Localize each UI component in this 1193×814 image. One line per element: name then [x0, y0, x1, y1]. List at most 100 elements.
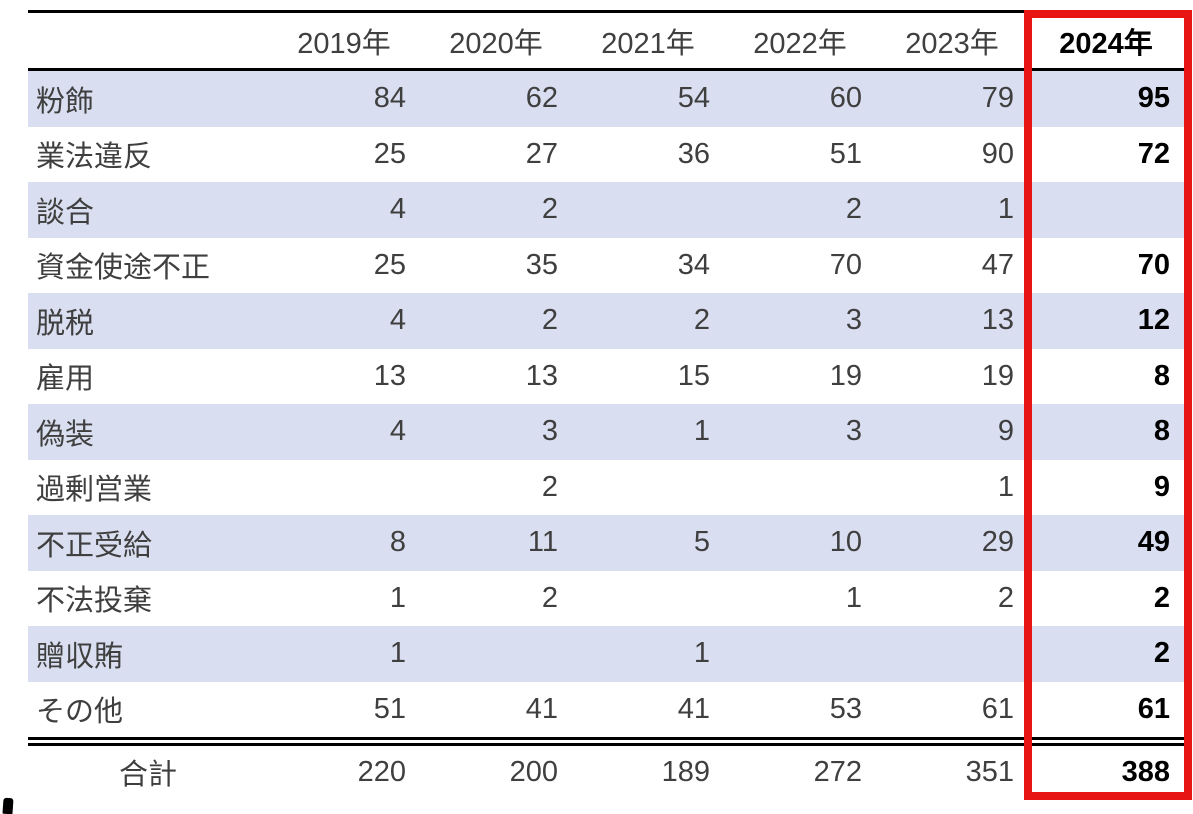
value-cell: 4 [268, 404, 420, 460]
value-cell [572, 460, 724, 516]
value-cell: 62 [420, 69, 572, 127]
year-header: 2019年 [268, 10, 420, 71]
row-label: 業法違反 [36, 141, 153, 174]
table-row: 雇用 13 13 15 19 19 8 [28, 349, 1184, 405]
corner-cell [28, 10, 268, 71]
table-row: 不法投棄 1 2 1 2 2 [28, 571, 1184, 627]
value-cell: 53 [829, 692, 862, 725]
table-row: 資金使途不正 25 35 34 70 47 70 [28, 238, 1184, 294]
value-cell: 72 [1137, 137, 1170, 170]
value-cell: 2 [724, 182, 876, 238]
value-cell: 11 [420, 515, 572, 571]
value-cell: 25 [373, 137, 406, 170]
value-cell: 1 [997, 470, 1014, 503]
value-cell: 60 [724, 69, 876, 127]
value-cell: 388 [1028, 737, 1184, 798]
value-cell: 12 [1028, 293, 1184, 349]
value-cell: 2 [1153, 581, 1170, 614]
row-label: 資金使途不正 [36, 252, 211, 285]
value-cell: 1 [389, 581, 406, 614]
value-cell: 189 [572, 737, 724, 798]
value-cell: 2 [420, 182, 572, 238]
value-cell: 61 [1137, 692, 1170, 725]
value-cell [572, 571, 724, 627]
table-row: その他 51 41 41 53 61 61 [28, 682, 1184, 742]
value-cell: 2 [1028, 626, 1184, 682]
value-cell: 1 [572, 404, 724, 460]
value-cell: 1 [876, 182, 1028, 238]
value-cell [876, 626, 1028, 682]
row-label: 偽装 [28, 404, 268, 460]
value-cell [268, 460, 420, 516]
table-body: 粉飾 84 62 54 60 79 95 業法違反 25 27 36 51 90 72 談合 4 2 2 1 資金使途… [28, 69, 1184, 798]
value-cell: 9 [876, 404, 1028, 460]
row-label: その他 [36, 696, 124, 729]
value-cell: 9 [1153, 470, 1170, 503]
fraud-by-year-table: 2019年 2020年 2021年 2022年 2023年 2024年 粉飾 84 62 54 6… [28, 10, 1184, 798]
value-cell: 27 [525, 137, 558, 170]
value-cell: 8 [268, 515, 420, 571]
value-cell: 79 [876, 69, 1028, 127]
value-cell: 3 [724, 293, 876, 349]
row-label: 過剰営業 [36, 474, 153, 507]
row-label: 粉飾 [28, 69, 268, 127]
table-row: 業法違反 25 27 36 51 90 72 [28, 127, 1184, 183]
value-cell: 84 [268, 69, 420, 127]
value-cell: 200 [420, 737, 572, 798]
row-label: 不法投棄 [36, 585, 153, 618]
value-cell: 36 [677, 137, 710, 170]
value-cell: 13 [876, 293, 1028, 349]
total-row: 合計 220 200 189 272 351 388 [28, 737, 1184, 798]
value-cell [572, 182, 724, 238]
value-cell: 351 [876, 737, 1028, 798]
value-cell: 51 [373, 692, 406, 725]
value-cell: 5 [572, 515, 724, 571]
value-cell: 15 [677, 359, 710, 392]
value-cell: 25 [373, 248, 406, 281]
value-cell: 19 [829, 359, 862, 392]
value-cell: 19 [981, 359, 1014, 392]
value-cell: 13 [373, 359, 406, 392]
value-cell: 2 [997, 581, 1014, 614]
header-row: 2019年 2020年 2021年 2022年 2023年 2024年 [28, 10, 1184, 71]
row-label: 雇用 [36, 363, 95, 396]
value-cell: 1 [572, 626, 724, 682]
value-cell: 35 [525, 248, 558, 281]
value-cell: 2 [541, 470, 558, 503]
value-cell [1028, 182, 1184, 238]
value-cell: 29 [876, 515, 1028, 571]
value-cell: 41 [525, 692, 558, 725]
value-cell: 34 [677, 248, 710, 281]
value-cell: 8 [1028, 404, 1184, 460]
value-cell: 49 [1028, 515, 1184, 571]
table-row: 贈収賄 1 1 2 [28, 626, 1184, 682]
value-cell: 90 [981, 137, 1014, 170]
value-cell: 70 [829, 248, 862, 281]
year-header: 2024年 [1028, 10, 1184, 71]
row-label: 談合 [28, 182, 268, 238]
value-cell: 70 [1137, 248, 1170, 281]
year-header: 2020年 [420, 10, 572, 71]
value-cell: 13 [525, 359, 558, 392]
table-row: 脱税 4 2 2 3 13 12 [28, 293, 1184, 349]
cropped-text-mark [2, 797, 14, 814]
row-label: 贈収賄 [28, 626, 268, 682]
value-cell: 4 [268, 293, 420, 349]
year-header: 2021年 [572, 10, 724, 71]
value-cell: 3 [724, 404, 876, 460]
value-cell: 61 [981, 692, 1014, 725]
value-cell: 272 [724, 737, 876, 798]
value-cell [724, 460, 876, 516]
value-cell [420, 626, 572, 682]
value-cell: 2 [420, 293, 572, 349]
row-label: 脱税 [28, 293, 268, 349]
table-row: 不正受給 8 11 5 10 29 49 [28, 515, 1184, 571]
value-cell: 220 [268, 737, 420, 798]
value-cell: 54 [572, 69, 724, 127]
value-cell: 47 [981, 248, 1014, 281]
value-cell: 95 [1028, 69, 1184, 127]
value-cell: 51 [829, 137, 862, 170]
value-cell: 1 [268, 626, 420, 682]
table-row: 偽装 4 3 1 3 9 8 [28, 404, 1184, 460]
